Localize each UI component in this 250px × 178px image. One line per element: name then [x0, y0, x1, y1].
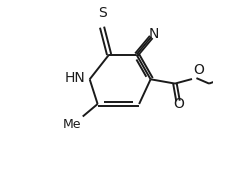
Text: O: O	[173, 97, 184, 111]
Text: O: O	[193, 63, 204, 77]
Text: S: S	[98, 6, 106, 20]
Text: Me: Me	[62, 118, 81, 131]
Text: HN: HN	[65, 71, 86, 85]
Text: N: N	[148, 27, 159, 41]
